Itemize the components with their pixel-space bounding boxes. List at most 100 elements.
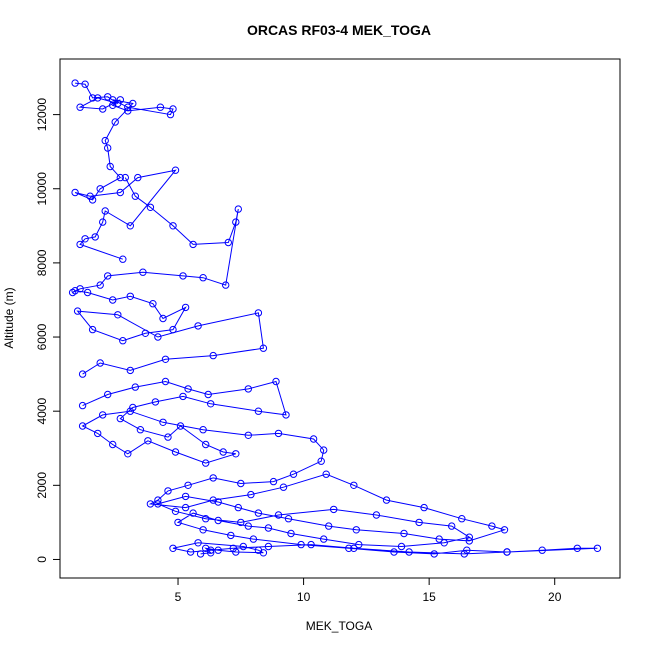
data-point [355, 540, 363, 549]
y-tick-label: 2000 [35, 472, 49, 499]
data-point [73, 307, 82, 315]
data-point [234, 205, 243, 213]
data-point [199, 274, 207, 282]
x-tick-label: 15 [422, 590, 436, 604]
data-point [78, 401, 87, 410]
data-point [116, 414, 125, 423]
data-point [161, 355, 170, 363]
data-point [141, 329, 150, 337]
data-point [219, 448, 227, 456]
data-point [109, 101, 117, 110]
data-point [194, 322, 202, 330]
data-point [88, 196, 97, 204]
data-point [99, 105, 107, 113]
chart-title: ORCAS RF03-4 MEK_TOGA [247, 22, 431, 38]
data-point [156, 103, 165, 111]
data-point [96, 281, 104, 289]
data-point [269, 477, 278, 486]
data-point [101, 136, 109, 145]
data-point [129, 99, 137, 108]
data-point [209, 474, 217, 482]
data-point [159, 314, 167, 323]
data-point [202, 515, 210, 523]
data-point [176, 422, 185, 430]
data-point [101, 207, 109, 215]
data-point [116, 188, 125, 197]
series-line-2 [72, 177, 264, 375]
data-point [397, 542, 406, 551]
data-point [573, 544, 581, 552]
data-point [119, 337, 127, 345]
data-point [503, 548, 511, 556]
data-point [400, 529, 408, 538]
data-point [146, 203, 155, 212]
data-point [104, 272, 112, 280]
data-point [164, 487, 172, 495]
data-point [350, 481, 358, 489]
data-point [174, 518, 182, 527]
data-point [199, 426, 207, 434]
data-point [440, 539, 448, 547]
data-point [189, 509, 197, 517]
y-tick-label: 8000 [35, 249, 49, 276]
data-point [244, 431, 253, 439]
data-point [126, 222, 135, 230]
data-point [159, 418, 167, 426]
data-point [202, 440, 210, 449]
data-point [71, 79, 79, 87]
data-point [184, 481, 192, 489]
data-point [169, 222, 177, 230]
x-tick-label: 10 [297, 590, 311, 604]
data-point [189, 240, 197, 249]
data-point [488, 522, 496, 530]
data-point [76, 240, 84, 249]
data-point [214, 546, 222, 554]
data-point [126, 292, 135, 300]
data-point [114, 311, 122, 319]
data-point [169, 325, 177, 334]
data-point [465, 533, 473, 541]
y-axis: 0 2000 4000 6000 8000 10000 12000 [35, 98, 61, 563]
data-point [202, 544, 210, 552]
data-point [207, 546, 215, 554]
data-point [171, 166, 180, 174]
data-point [322, 470, 330, 478]
data-point [234, 503, 243, 512]
data-point [109, 440, 117, 449]
data-point [131, 383, 140, 391]
data-point [184, 385, 192, 393]
data-point [222, 281, 230, 289]
data-point [279, 483, 288, 491]
data-point [99, 218, 107, 226]
series-line-3 [81, 380, 598, 555]
data-point [151, 398, 160, 406]
data-point [289, 470, 298, 478]
data-point [465, 537, 473, 545]
data-point [139, 268, 147, 276]
data-point [131, 192, 140, 200]
data-point [232, 548, 240, 556]
data-point [179, 392, 187, 401]
data-point [164, 433, 172, 441]
data-point [352, 526, 360, 534]
data-point [114, 99, 122, 108]
y-tick-label: 4000 [35, 398, 49, 425]
data-point [179, 272, 187, 280]
data-point [390, 548, 398, 556]
data-point [345, 544, 353, 552]
data-point [116, 173, 125, 182]
y-tick-label: 12000 [35, 98, 49, 132]
data-point [181, 303, 190, 312]
data-point [88, 325, 97, 334]
x-axis: 5 10 15 20 [175, 577, 562, 604]
data-point [83, 288, 92, 297]
data-point [171, 448, 180, 456]
data-point [81, 235, 89, 243]
data-point [214, 498, 222, 506]
data-point [239, 542, 248, 551]
data-point [199, 526, 207, 534]
data-point [202, 459, 210, 467]
data-point [181, 492, 190, 501]
data-point [144, 437, 152, 445]
